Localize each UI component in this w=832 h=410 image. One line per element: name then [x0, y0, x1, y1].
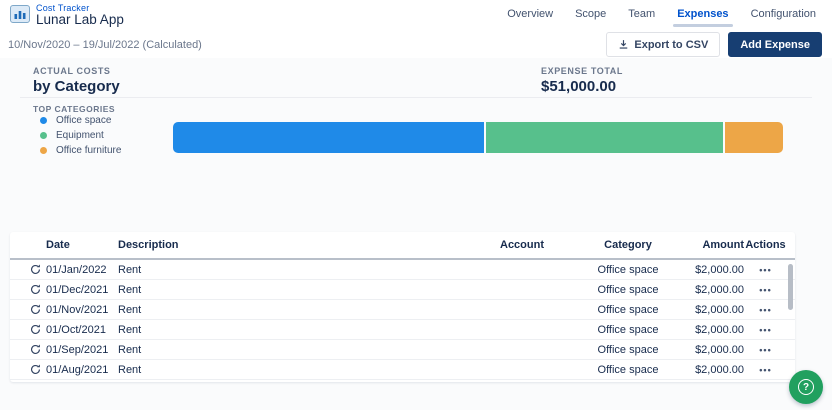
table-row: 01/Aug/2021 Rent Office space $2,000.00 ••• — [10, 360, 795, 380]
column-header-amount: Amount — [702, 239, 744, 251]
recurring-expense-icon — [30, 344, 46, 355]
expense-total-block: EXPENSE TOTAL $51,000.00 — [541, 66, 623, 95]
expense-total-value: $51,000.00 — [541, 78, 617, 95]
help-button[interactable]: ? — [789, 370, 823, 404]
table-row: 01/Jan/2022 Rent Office space $2,000.00 ••• — [10, 260, 795, 280]
legend-dot-icon — [40, 116, 47, 124]
tab-overview[interactable]: Overview — [507, 8, 554, 20]
project-type-label: Cost Tracker — [36, 3, 90, 13]
column-header-category: Category — [604, 239, 652, 251]
section-divider — [20, 97, 812, 98]
add-expense-button[interactable]: Add Expense — [728, 32, 822, 57]
table-scrollbar[interactable] — [788, 264, 793, 310]
export-to-csv-label: Export to CSV — [634, 38, 709, 51]
cell-category: Office space — [597, 343, 659, 356]
cell-category: Office space — [597, 283, 659, 296]
page-header: Cost Tracker Lunar Lab App Overview Scope… — [0, 0, 832, 58]
cell-category: Office space — [597, 363, 659, 376]
recurring-expense-icon — [30, 284, 46, 295]
cell-date: 01/Oct/2021 — [46, 323, 106, 336]
legend-label: Office furniture — [56, 144, 122, 156]
bar-segment-office-furniture[interactable] — [723, 122, 783, 153]
cell-date: 01/Jan/2022 — [46, 263, 107, 276]
row-actions-button[interactable]: ••• — [759, 324, 772, 335]
cell-date: 01/Aug/2021 — [46, 363, 109, 376]
tab-configuration[interactable]: Configuration — [750, 8, 816, 20]
recurring-expense-icon — [30, 364, 46, 375]
project-avatar-chart-icon — [10, 5, 30, 23]
table-body: 01/Jan/2022 Rent Office space $2,000.00 ••• 0… — [10, 260, 795, 380]
cell-description: Rent — [118, 363, 142, 376]
column-header-description: Description — [118, 239, 179, 251]
page-title: Lunar Lab App — [36, 12, 124, 27]
legend-dot-icon — [40, 146, 47, 154]
cell-date: 01/Nov/2021 — [46, 303, 109, 316]
cell-description: Rent — [118, 283, 142, 296]
row-actions-button[interactable]: ••• — [759, 284, 772, 295]
legend-item-equipment: Equipment — [40, 129, 121, 141]
cell-description: Rent — [118, 303, 142, 316]
download-icon — [618, 39, 629, 50]
row-actions-button[interactable]: ••• — [759, 364, 772, 375]
cell-category: Office space — [597, 263, 659, 276]
table-row: 01/Oct/2021 Rent Office space $2,000.00 ••• — [10, 320, 795, 340]
cell-date: 01/Sep/2021 — [46, 343, 109, 356]
column-header-actions: Actions — [745, 239, 786, 251]
cell-amount: $2,000.00 — [695, 263, 744, 276]
date-range-label: 10/Nov/2020 – 19/Jul/2022 (Calculated) — [8, 39, 202, 51]
tab-expenses[interactable]: Expenses — [673, 8, 733, 27]
toolbar-buttons: Export to CSV Add Expense — [606, 32, 822, 57]
table-row: 01/Sep/2021 Rent Office space $2,000.00 ••• — [10, 340, 795, 360]
by-category-title: by Category — [33, 78, 120, 95]
cell-amount: $2,000.00 — [695, 363, 744, 376]
table-row: 01/Dec/2021 Rent Office space $2,000.00 ••• — [10, 280, 795, 300]
section-heading: ACTUAL COSTS by Category — [33, 66, 120, 95]
recurring-expense-icon — [30, 304, 46, 315]
recurring-expense-icon — [30, 324, 46, 335]
add-expense-label: Add Expense — [740, 38, 810, 51]
actual-costs-section: ACTUAL COSTS by Category EXPENSE TOTAL $… — [0, 58, 832, 232]
row-actions-button[interactable]: ••• — [759, 304, 772, 315]
table-header-row: Date Description Account Category Amount… — [10, 232, 795, 260]
tab-scope[interactable]: Scope — [575, 8, 607, 20]
recurring-expense-icon — [30, 264, 46, 275]
export-to-csv-button[interactable]: Export to CSV — [606, 32, 721, 57]
cell-amount: $2,000.00 — [695, 343, 744, 356]
tab-team[interactable]: Team — [628, 8, 656, 20]
top-categories-label: TOP CATEGORIES — [33, 104, 116, 114]
question-mark-icon: ? — [798, 379, 814, 395]
cell-amount: $2,000.00 — [695, 323, 744, 336]
legend-dot-icon — [40, 131, 47, 139]
cell-category: Office space — [597, 303, 659, 316]
expenses-table-card: Date Description Account Category Amount… — [10, 232, 795, 382]
cell-description: Rent — [118, 263, 142, 276]
cell-description: Rent — [118, 323, 142, 336]
bar-segment-office-space[interactable] — [173, 122, 484, 153]
bar-segment-equipment[interactable] — [483, 122, 724, 153]
expense-total-eyebrow: EXPENSE TOTAL — [541, 66, 623, 76]
legend-item-office-space: Office space — [40, 114, 121, 126]
legend-label: Office space — [56, 114, 112, 126]
cell-amount: $2,000.00 — [695, 283, 744, 296]
cell-category: Office space — [597, 323, 659, 336]
cell-date: 01/Dec/2021 — [46, 283, 109, 296]
category-stacked-bar — [173, 122, 783, 153]
row-actions-button[interactable]: ••• — [759, 344, 772, 355]
nav-tabs: Overview Scope Team Expenses Configuration — [507, 0, 816, 28]
actual-costs-eyebrow: ACTUAL COSTS — [33, 66, 111, 76]
legend-label: Equipment — [56, 129, 104, 141]
category-legend: Office space Equipment Office furniture — [40, 114, 122, 156]
table-row: 01/Nov/2021 Rent Office space $2,000.00 ••• — [10, 300, 795, 320]
cell-description: Rent — [118, 343, 142, 356]
legend-item-office-furniture: Office furniture — [40, 144, 122, 156]
row-actions-button[interactable]: ••• — [759, 264, 772, 275]
column-header-date: Date — [46, 239, 70, 251]
cell-amount: $2,000.00 — [695, 303, 744, 316]
column-header-account: Account — [500, 239, 544, 251]
